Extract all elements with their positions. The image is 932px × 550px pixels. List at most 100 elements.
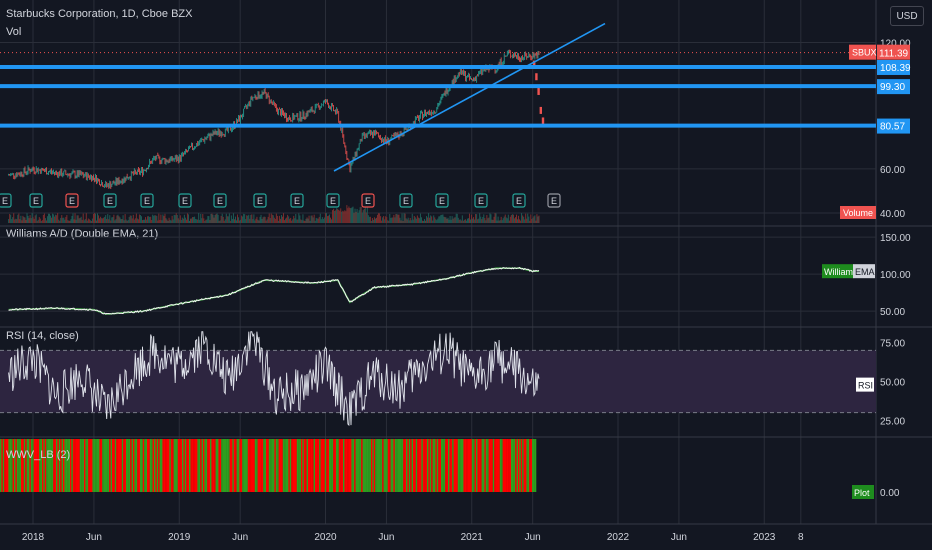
volume-bar [230, 215, 232, 223]
volume-bar [430, 215, 432, 223]
volume-bar [172, 219, 174, 223]
volume-bar [458, 219, 460, 223]
volume-bar [355, 211, 357, 223]
volume-bar [249, 218, 251, 223]
volume-bar [520, 220, 522, 223]
earnings-marker: E [213, 193, 227, 208]
y-tick-label: 50.00 [880, 378, 905, 389]
volume-bar [176, 214, 178, 223]
plot-tag-text: Plot [854, 488, 870, 498]
volume-bar [245, 219, 247, 223]
volume-bar [118, 216, 120, 223]
volume-bar [339, 210, 341, 223]
volume-bar [362, 210, 364, 223]
wwv-bar [250, 439, 253, 492]
volume-bar [345, 211, 347, 223]
volume-bar [167, 220, 169, 223]
wwv-bar [37, 439, 40, 492]
wwv-bar [498, 439, 500, 492]
volume-bar [132, 214, 134, 223]
wwv-bar [71, 439, 73, 492]
wwv-bar [159, 439, 162, 492]
volume-bar [115, 219, 117, 223]
volume-bar [164, 213, 166, 223]
wwv-bar [68, 439, 71, 492]
volume-bar [412, 219, 414, 223]
wwv-bar [138, 439, 141, 492]
volume-bar [352, 206, 354, 223]
selloff-candle [535, 73, 538, 81]
wwv-bar [352, 439, 355, 492]
wwv-bar [144, 439, 146, 492]
volume-bar [519, 219, 521, 223]
volume-bar [217, 214, 219, 223]
wwv-bar [252, 439, 254, 492]
volume-bar [319, 213, 321, 223]
wwv-bar [226, 439, 229, 492]
x-tick-label: Jun [525, 532, 541, 543]
wwv-bar [172, 439, 174, 492]
wwv-bar [102, 439, 104, 492]
volume-bar [30, 218, 32, 223]
wwv-bar [400, 439, 402, 492]
volume-bar [445, 217, 447, 223]
wwv-bar [439, 439, 442, 492]
wwv-bar [184, 439, 187, 492]
volume-bar [10, 214, 12, 223]
earnings-marker-text: E [478, 196, 484, 206]
volume-bar [524, 219, 526, 223]
wwv-bar [418, 439, 421, 492]
wwv-bar [372, 439, 374, 492]
wwv-bar [453, 439, 456, 492]
wwv-bar [490, 439, 492, 492]
volume-bar [260, 214, 262, 223]
wwv-bar [57, 439, 59, 492]
wwv-bar [275, 439, 278, 492]
hline-price-tag-text: 99.30 [880, 82, 905, 93]
wwv-bar [173, 439, 176, 492]
wwv-bar [240, 439, 243, 492]
wwv-bar [42, 439, 44, 492]
volume-bar [389, 214, 391, 223]
volume-bar [187, 214, 189, 223]
volume-bar [324, 213, 326, 223]
wwv-bar [166, 439, 169, 492]
y-tick-label: 0.00 [880, 488, 900, 499]
volume-bar [290, 217, 292, 223]
wwv-bar [338, 439, 341, 492]
earnings-marker: E [474, 193, 488, 208]
wwv-bar [289, 439, 292, 492]
selloff-candle [539, 106, 542, 114]
wwv-bar [228, 439, 230, 492]
volume-bar [269, 218, 271, 223]
volume-bar [342, 210, 344, 223]
volume-bar [78, 218, 80, 223]
earnings-marker: E [65, 193, 79, 208]
volume-bar [138, 214, 140, 223]
volume-bar [307, 218, 309, 223]
volume-bar [288, 216, 290, 223]
volume-bar [11, 219, 13, 223]
wwv-bar [434, 439, 436, 492]
volume-bar [286, 217, 288, 223]
wwv-bar [330, 439, 332, 492]
wwv-bar [358, 439, 360, 492]
volume-bar [285, 218, 287, 223]
volume-bar [169, 219, 171, 223]
rsi-tag-text: RSI [858, 381, 873, 391]
wwv-bar [394, 439, 397, 492]
wwv-bar [177, 439, 180, 492]
volume-bar [346, 205, 348, 223]
volume-bar [330, 217, 332, 223]
volume-bar [481, 219, 483, 223]
currency-button[interactable]: USD [890, 6, 924, 26]
wwv-bar [378, 439, 380, 492]
volume-bar [404, 213, 406, 223]
volume-bar [479, 213, 481, 223]
volume-bar [134, 218, 136, 223]
trend-line [333, 22, 606, 172]
volume-bar [97, 213, 99, 223]
volume-bar [278, 215, 280, 223]
volume-bar [312, 217, 314, 223]
